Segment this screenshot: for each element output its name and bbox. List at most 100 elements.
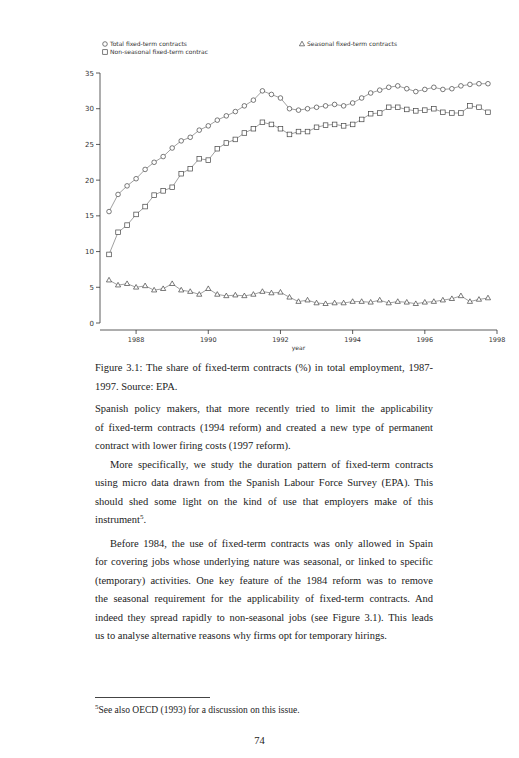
data-point — [323, 104, 328, 109]
data-point — [170, 146, 175, 151]
data-point — [224, 141, 229, 146]
y-tick-label: 35 — [85, 70, 94, 78]
y-tick-label: 15 — [85, 212, 94, 220]
data-point — [106, 277, 111, 282]
text-line: us to analyse alternative reasons why fi… — [95, 627, 433, 646]
data-point — [188, 135, 193, 140]
data-point — [368, 91, 373, 96]
x-tick-label: 1996 — [417, 336, 434, 344]
text-line: instrument5. — [95, 511, 433, 530]
text: instrument — [95, 514, 140, 525]
x-axis-title: year — [292, 344, 306, 352]
data-point — [143, 204, 148, 209]
data-point — [251, 126, 256, 131]
text-line: for covering jobs whose underlying natur… — [95, 553, 433, 572]
data-point — [296, 108, 301, 113]
x-tick — [352, 330, 353, 334]
data-point — [143, 283, 148, 288]
y-tick — [96, 251, 100, 252]
text-line: Before 1984, the use of fixed-term contr… — [110, 535, 433, 554]
data-point — [179, 287, 184, 292]
data-point — [260, 89, 265, 94]
data-point — [386, 85, 391, 90]
data-point — [332, 122, 337, 127]
footnote-mark: 5 — [140, 513, 144, 521]
text-line: 1997. Source: EPA. — [95, 378, 433, 397]
legend-label: Non-seasonal fixed-term contrac — [110, 48, 208, 55]
data-point — [323, 123, 328, 128]
data-point — [287, 106, 292, 111]
data-point — [251, 292, 256, 297]
x-tick — [497, 330, 498, 334]
x-tick — [208, 330, 209, 334]
data-point — [323, 301, 328, 306]
data-point — [278, 126, 283, 131]
data-point — [413, 89, 418, 94]
series-line — [109, 280, 488, 304]
data-point — [224, 293, 229, 298]
data-point — [432, 85, 437, 90]
y-tick — [96, 215, 100, 216]
data-point — [486, 81, 491, 86]
text-line: (temporary) activities. One key feature … — [95, 572, 433, 591]
text-line: of fixed-term contracts (1994 reform) an… — [95, 419, 433, 438]
data-point — [107, 252, 112, 257]
chart: 05101520253035198819901992199419961998ye… — [0, 0, 519, 360]
x-tick — [136, 330, 137, 334]
y-tick — [96, 180, 100, 181]
data-point — [395, 84, 400, 89]
data-point — [116, 230, 121, 235]
data-point — [459, 111, 464, 116]
data-point — [161, 189, 166, 194]
data-point — [359, 117, 364, 122]
series-line — [109, 84, 488, 212]
data-point — [215, 118, 220, 123]
data-point — [197, 156, 202, 161]
data-point — [260, 289, 265, 294]
text-line: indeed they spread rapidly to non-season… — [95, 609, 433, 628]
data-point — [179, 171, 184, 176]
data-point — [413, 301, 418, 306]
legend-label: Total fixed-term contracts — [109, 40, 187, 47]
data-point — [215, 146, 220, 151]
text-line: Figure 3.1: The share of fixed-term cont… — [95, 359, 433, 378]
data-point — [341, 104, 346, 109]
data-point — [179, 139, 184, 144]
y-tick — [96, 108, 100, 109]
x-axis — [100, 330, 497, 331]
footnote-rule — [95, 697, 210, 698]
data-point — [269, 122, 274, 127]
data-point — [197, 128, 202, 133]
data-point — [459, 84, 464, 89]
data-point — [404, 107, 409, 112]
data-point — [314, 105, 319, 110]
text-line: should shed some light on the kind of us… — [95, 493, 433, 512]
y-tick — [96, 287, 100, 288]
text-line: contract with lower firing costs (1997 r… — [95, 437, 433, 456]
data-point — [477, 105, 482, 110]
data-point — [152, 287, 157, 292]
data-point — [161, 286, 166, 291]
legend: Total fixed-term contractsSeasonal fixed… — [103, 40, 397, 55]
data-point — [395, 105, 400, 110]
data-point — [432, 106, 437, 111]
data-point — [134, 176, 139, 181]
plot-area — [106, 81, 490, 305]
y-tick-label: 5 — [90, 284, 94, 292]
data-point — [458, 293, 463, 298]
data-point — [423, 87, 428, 92]
data-point — [359, 299, 364, 304]
data-point — [296, 299, 301, 304]
data-point — [386, 105, 391, 110]
data-point — [143, 167, 148, 172]
data-point — [377, 297, 382, 302]
footnote-mark: 5 — [95, 703, 99, 711]
data-point — [287, 132, 292, 137]
data-point — [395, 299, 400, 304]
y-tick — [96, 73, 100, 74]
legend-marker — [103, 42, 108, 47]
text-line: using micro data drawn from the Spanish … — [95, 474, 433, 493]
data-point — [269, 92, 274, 97]
data-point — [413, 109, 418, 114]
data-point — [450, 86, 455, 91]
